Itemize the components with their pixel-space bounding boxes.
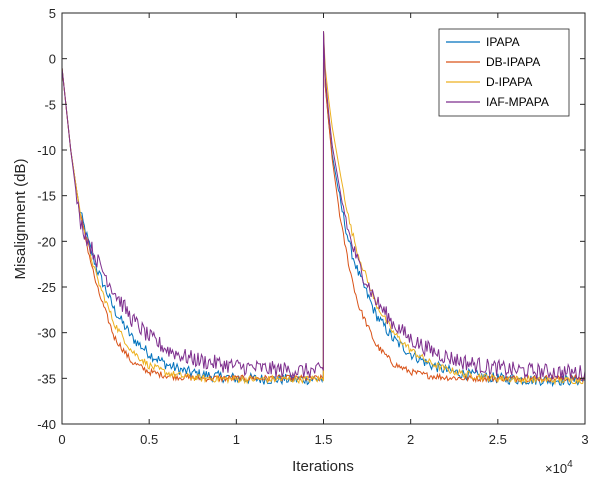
series-layer bbox=[61, 31, 586, 388]
x-multiplier-exponent: 4 bbox=[567, 459, 573, 470]
x-multiplier: ×104 bbox=[545, 459, 573, 476]
x-tick-label: 3 bbox=[581, 432, 588, 447]
x-tick-label: 1.5 bbox=[314, 432, 332, 447]
y-tick-label: 0 bbox=[49, 52, 56, 67]
y-tick-label: -10 bbox=[37, 143, 56, 158]
ticks-layer: 0 0.5 1 1.5 2 2.5 3 5 0 -5 -10 -15 -20 -25 -30 -35 -40 bbox=[37, 6, 588, 447]
x-tick-label: 2 bbox=[407, 432, 414, 447]
y-tick-label: -40 bbox=[37, 417, 56, 432]
x-multiplier-base: ×10 bbox=[545, 461, 567, 476]
y-tick-label: -15 bbox=[37, 189, 56, 204]
legend-label: IPAPA bbox=[486, 35, 520, 49]
y-tick-label: 5 bbox=[49, 6, 56, 21]
x-tick-label: 2.5 bbox=[489, 432, 507, 447]
y-tick-label: -35 bbox=[37, 371, 56, 386]
x-tick-label: 0 bbox=[58, 432, 65, 447]
legend: IPAPA DB-IPAPA D-IPAPA IAF-MPAPA bbox=[438, 28, 570, 117]
x-tick-label: 1 bbox=[233, 432, 240, 447]
y-axis-label: Misalignment (dB) bbox=[12, 159, 29, 280]
legend-label: IAF-MPAPA bbox=[486, 95, 549, 109]
y-tick-label: -5 bbox=[44, 97, 56, 112]
y-tick-label: -25 bbox=[37, 280, 56, 295]
series-line-iaf-mpapa bbox=[61, 31, 586, 383]
legend-label: D-IPAPA bbox=[486, 75, 532, 89]
y-tick-label: -20 bbox=[37, 234, 56, 249]
legend-label: DB-IPAPA bbox=[486, 55, 540, 69]
x-tick-label: 0.5 bbox=[140, 432, 158, 447]
y-tick-label: -30 bbox=[37, 326, 56, 341]
x-axis-label: Iterations bbox=[292, 458, 354, 475]
